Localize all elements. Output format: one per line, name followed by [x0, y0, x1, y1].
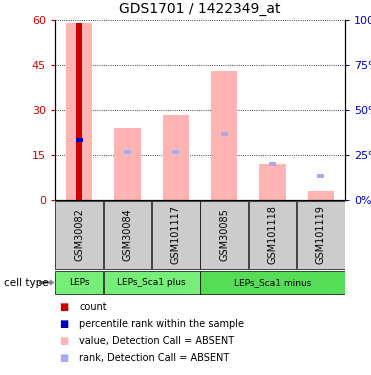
Bar — [259, 164, 286, 200]
Bar — [114, 128, 141, 200]
Text: GSM30085: GSM30085 — [219, 209, 229, 261]
Bar — [66, 23, 92, 200]
Bar — [124, 150, 131, 154]
Text: LEPs_Sca1 minus: LEPs_Sca1 minus — [234, 278, 311, 287]
Bar — [269, 162, 276, 166]
Bar — [249, 201, 296, 268]
Bar — [297, 201, 345, 268]
Bar — [152, 201, 200, 268]
Bar — [220, 132, 228, 136]
Title: GDS1701 / 1422349_at: GDS1701 / 1422349_at — [119, 2, 281, 16]
Bar — [211, 71, 237, 200]
Bar — [162, 114, 189, 200]
Bar — [200, 201, 248, 268]
Text: ■: ■ — [59, 319, 68, 329]
Text: count: count — [79, 302, 107, 312]
Text: GSM101117: GSM101117 — [171, 206, 181, 264]
Bar — [317, 174, 325, 178]
Text: GSM101119: GSM101119 — [316, 206, 326, 264]
Text: ■: ■ — [59, 302, 68, 312]
Bar — [76, 23, 82, 200]
Bar — [308, 191, 334, 200]
Bar — [200, 271, 345, 294]
Text: GSM30082: GSM30082 — [74, 209, 84, 261]
Text: rank, Detection Call = ABSENT: rank, Detection Call = ABSENT — [79, 353, 229, 363]
Text: LEPs: LEPs — [69, 278, 89, 287]
Text: LEPs_Sca1 plus: LEPs_Sca1 plus — [117, 278, 186, 287]
Bar — [104, 271, 200, 294]
Text: GSM101118: GSM101118 — [267, 206, 278, 264]
Text: value, Detection Call = ABSENT: value, Detection Call = ABSENT — [79, 336, 234, 346]
Bar — [56, 271, 103, 294]
Bar — [172, 150, 180, 154]
Text: ■: ■ — [59, 336, 68, 346]
Bar — [104, 201, 151, 268]
Bar — [56, 201, 103, 268]
Text: ■: ■ — [59, 353, 68, 363]
Text: percentile rank within the sample: percentile rank within the sample — [79, 319, 244, 329]
Bar — [76, 138, 83, 142]
Text: cell type: cell type — [4, 278, 48, 288]
Text: GSM30084: GSM30084 — [122, 209, 132, 261]
